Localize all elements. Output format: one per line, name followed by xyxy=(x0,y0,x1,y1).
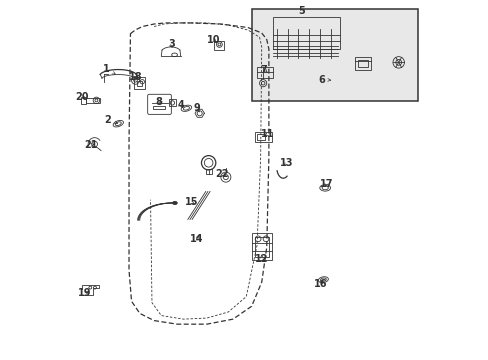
Bar xyxy=(214,41,224,50)
Bar xyxy=(169,99,175,107)
Text: 3: 3 xyxy=(168,39,175,49)
Bar xyxy=(251,9,418,101)
Bar xyxy=(357,60,367,67)
Text: 2: 2 xyxy=(104,115,117,125)
Text: 13: 13 xyxy=(280,158,293,168)
Bar xyxy=(137,81,142,86)
Text: 14: 14 xyxy=(190,234,203,244)
Text: 5: 5 xyxy=(298,6,305,17)
Bar xyxy=(254,237,268,257)
Bar xyxy=(256,134,264,140)
Text: 21: 21 xyxy=(84,140,98,150)
Text: 19: 19 xyxy=(78,288,91,298)
Text: 11: 11 xyxy=(261,129,274,139)
Bar xyxy=(354,57,370,70)
Text: 18: 18 xyxy=(129,72,142,82)
Text: 9: 9 xyxy=(193,103,200,113)
Circle shape xyxy=(173,202,176,204)
Text: 20: 20 xyxy=(76,92,89,102)
Bar xyxy=(134,77,144,89)
Bar xyxy=(85,98,100,103)
Text: 8: 8 xyxy=(155,97,162,107)
Circle shape xyxy=(173,202,176,204)
Bar xyxy=(152,106,165,109)
Text: 15: 15 xyxy=(184,197,198,207)
Text: 7: 7 xyxy=(260,64,267,75)
Bar xyxy=(81,97,86,104)
Circle shape xyxy=(172,202,175,204)
Text: 10: 10 xyxy=(207,35,220,45)
Circle shape xyxy=(174,202,177,204)
Text: 1: 1 xyxy=(103,64,115,74)
Text: 22: 22 xyxy=(215,168,228,179)
Bar xyxy=(205,169,211,174)
Bar xyxy=(254,132,271,142)
Bar xyxy=(251,233,271,260)
Bar xyxy=(257,67,273,78)
Text: 4: 4 xyxy=(177,100,183,110)
Text: 16: 16 xyxy=(313,279,326,289)
Text: 17: 17 xyxy=(319,179,332,189)
Text: 6: 6 xyxy=(318,75,330,85)
Text: 12: 12 xyxy=(254,254,268,264)
Bar xyxy=(273,17,339,49)
